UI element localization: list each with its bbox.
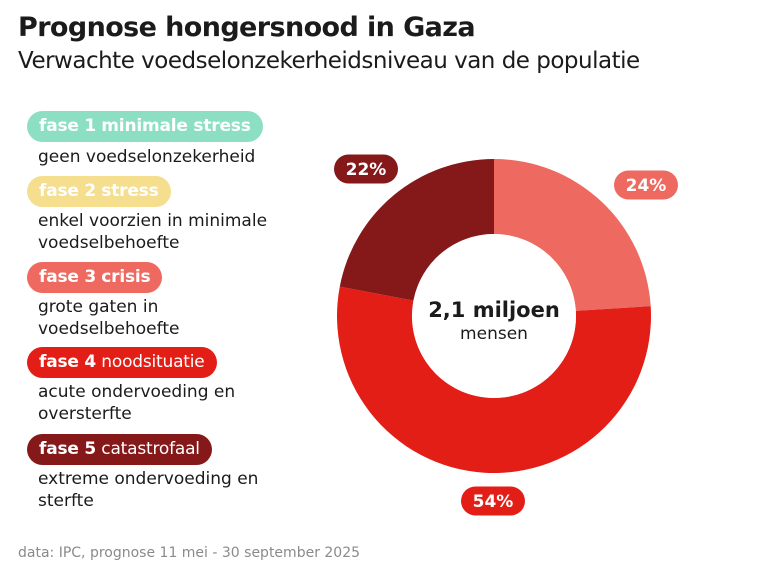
legend-phase: fase 2: [39, 181, 97, 201]
legend-phase: fase 4: [39, 352, 97, 372]
source-note: data: IPC, prognose 11 mei - 30 septembe…: [18, 545, 361, 561]
center-total-unit: mensen: [460, 324, 528, 344]
legend-phase: fase 1: [39, 116, 97, 136]
chart-title: Prognose hongersnood in Gaza: [18, 12, 476, 43]
legend-phase-name: stress: [101, 181, 159, 201]
slice-label-54pct: 54%: [461, 486, 525, 516]
legend-pill-fase-3: fase 3 crisis: [27, 262, 163, 293]
legend-pill-fase-2: fase 2 stress: [27, 176, 171, 207]
legend-phase-name: catastrofaal: [101, 439, 200, 459]
slice-label-background: [461, 486, 525, 516]
legend-description-fase-3: grote gaten in voedselbehoefte: [38, 296, 308, 340]
description-line: sterfte: [38, 491, 94, 511]
description-line: acute ondervoeding en: [38, 382, 236, 402]
slice-label-background: [614, 170, 678, 200]
legend-pill-fase-4: fase 4 noodsituatie: [27, 347, 217, 378]
donut-slices: [337, 159, 651, 474]
slice-label-text: 24%: [626, 176, 667, 196]
donut-hole: [412, 234, 576, 398]
donut-slice-54pct: [337, 286, 651, 474]
legend-phase: fase 3: [39, 267, 97, 287]
legend-pill-fase-5: fase 5 catastrofaal: [27, 434, 212, 465]
legend-description-fase-4: acute ondervoeding en oversterfte: [38, 381, 308, 425]
slice-label-24pct: 24%: [614, 170, 678, 200]
description-line: enkel voorzien in minimale: [38, 211, 268, 231]
center-total-value: 2,1 miljoen: [428, 298, 560, 322]
legend-description-fase-1: geen voedselonzekerheid: [38, 146, 308, 168]
chart-subtitle: Verwachte voedselonzekerheidsniveau van …: [18, 48, 640, 74]
slice-label-22pct: 22%: [334, 154, 398, 184]
description-line: voedselbehoefte: [38, 319, 180, 339]
slice-label-background: [334, 154, 398, 184]
slice-labels: 24% 54% 22%: [334, 154, 678, 516]
legend-phase-name: minimale stress: [101, 116, 251, 136]
description-line: voedselbehoefte: [38, 233, 180, 253]
legend-description-fase-5: extreme ondervoeding en sterfte: [38, 468, 308, 512]
legend-phase: fase 5: [39, 439, 97, 459]
description-line: extreme ondervoeding en: [38, 469, 259, 489]
description-line: grote gaten in: [38, 297, 159, 317]
slice-label-text: 22%: [346, 160, 387, 180]
legend-description-fase-2: enkel voorzien in minimale voedselbehoef…: [38, 210, 308, 254]
legend-phase-name: noodsituatie: [101, 352, 205, 372]
donut-slice-24pct: [494, 159, 651, 311]
slice-label-text: 54%: [473, 492, 514, 512]
description-line: oversterfte: [38, 404, 132, 424]
legend-phase-name: crisis: [101, 267, 151, 287]
donut-slice-22pct: [339, 159, 494, 301]
description-line: geen voedselonzekerheid: [38, 147, 256, 167]
legend-pill-fase-1: fase 1 minimale stress: [27, 111, 263, 142]
